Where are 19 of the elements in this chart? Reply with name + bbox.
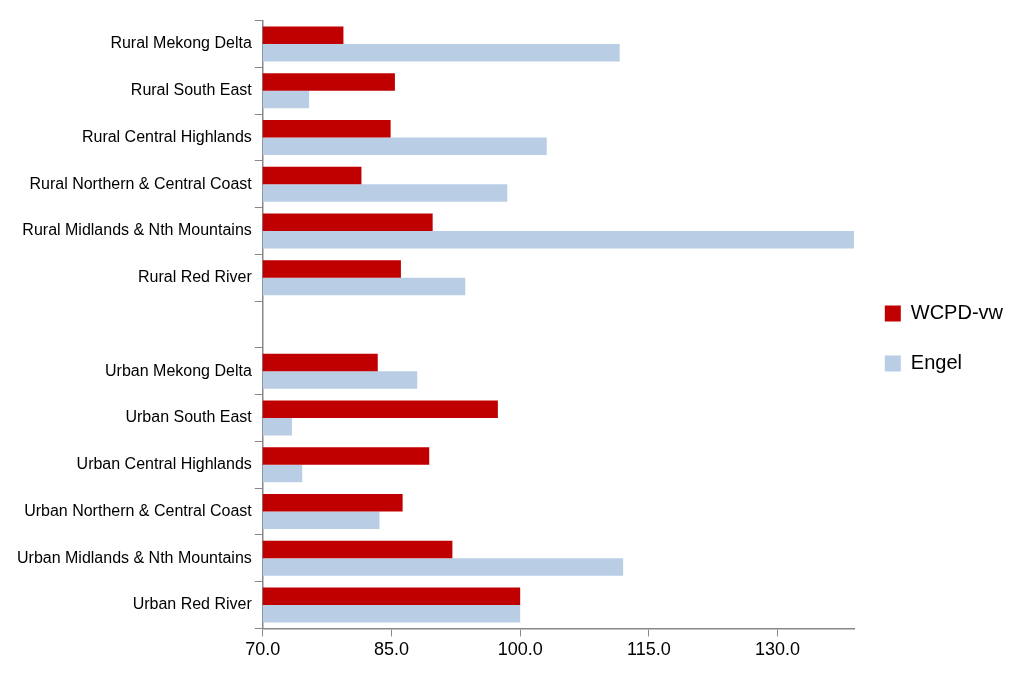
x-tick-label: 85.0 [373,639,409,660]
y-tick-label: Urban Red River [132,595,253,613]
y-tick-label: Urban Northern & Central Coast [24,501,253,519]
x-tick-label: 100.0 [497,639,543,660]
legend-label: Engel [910,351,962,374]
y-tick-label: Rural Northern & Central Coast [29,174,253,192]
x-tick-label: 130.0 [755,639,801,660]
y-tick-label: Rural South East [130,81,253,99]
x-tick-label: 115.0 [627,639,671,660]
y-tick-label: Urban South East [125,408,253,426]
x-tick-label: 70.0 [245,639,281,660]
legend-label: WCPD-vw [910,301,1004,324]
y-tick-label: Rural Central Highlands [81,127,252,145]
y-tick-label: Urban Midlands & Nth Mountains [17,548,252,566]
y-tick-label: Rural Mekong Delta [110,34,252,52]
y-tick-label: Urban Mekong Delta [105,361,252,379]
y-tick-label: Urban Central Highlands [76,455,252,473]
y-tick-label: Rural Red River [137,268,253,286]
y-tick-label: Rural Midlands & Nth Mountains [22,221,252,239]
